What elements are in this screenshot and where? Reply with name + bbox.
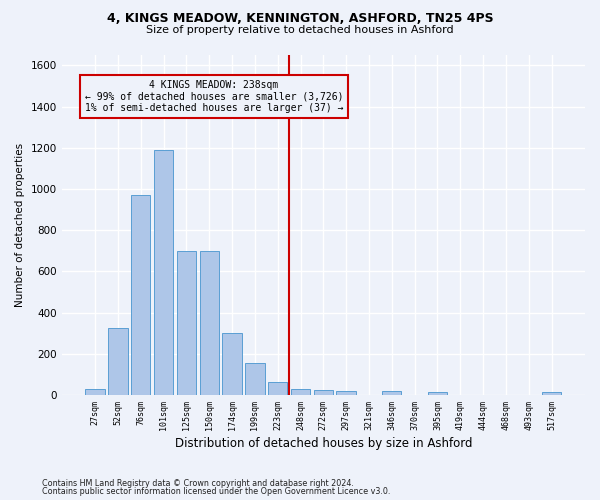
Bar [382, 391, 401, 395]
Y-axis label: Number of detached properties: Number of detached properties [15, 143, 25, 307]
Bar [200, 251, 219, 395]
Bar [268, 382, 287, 395]
Text: 4 KINGS MEADOW: 238sqm
← 99% of detached houses are smaller (3,726)
1% of semi-d: 4 KINGS MEADOW: 238sqm ← 99% of detached… [85, 80, 343, 113]
Bar [428, 392, 447, 395]
Bar [108, 328, 128, 395]
Bar [245, 363, 265, 395]
Bar [177, 251, 196, 395]
Text: Size of property relative to detached houses in Ashford: Size of property relative to detached ho… [146, 25, 454, 35]
Text: Contains HM Land Registry data © Crown copyright and database right 2024.: Contains HM Land Registry data © Crown c… [42, 478, 354, 488]
Bar [291, 389, 310, 395]
Text: Contains public sector information licensed under the Open Government Licence v3: Contains public sector information licen… [42, 487, 391, 496]
Bar [85, 389, 105, 395]
Bar [337, 391, 356, 395]
Text: 4, KINGS MEADOW, KENNINGTON, ASHFORD, TN25 4PS: 4, KINGS MEADOW, KENNINGTON, ASHFORD, TN… [107, 12, 493, 26]
Bar [154, 150, 173, 395]
Bar [223, 334, 242, 395]
Bar [131, 195, 151, 395]
X-axis label: Distribution of detached houses by size in Ashford: Distribution of detached houses by size … [175, 437, 472, 450]
Bar [314, 390, 333, 395]
Bar [542, 392, 561, 395]
